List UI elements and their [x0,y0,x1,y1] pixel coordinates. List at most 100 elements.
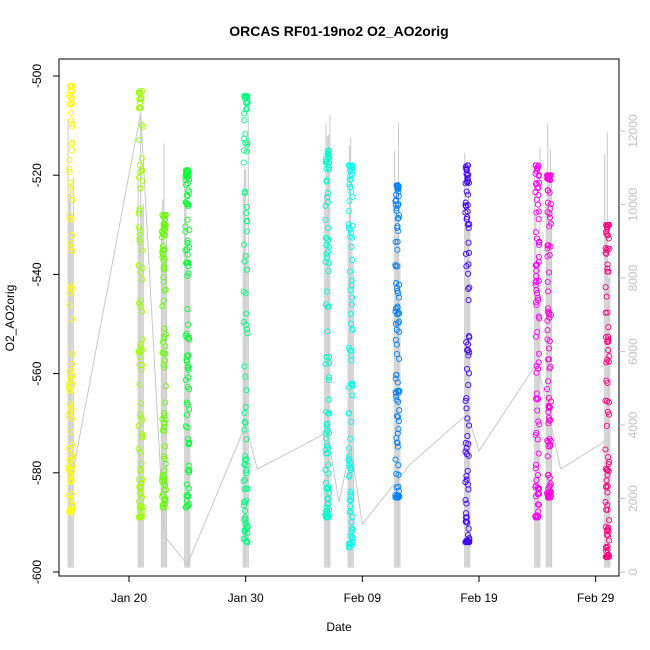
data-point [241,409,248,417]
data-point [136,381,143,388]
data-point [533,396,540,403]
data-point [185,263,192,270]
data-point [322,435,329,442]
data-point [65,381,72,388]
data-point [135,89,142,96]
data-point [324,442,331,449]
y2-tick-label: 2000 [626,485,640,512]
data-point [466,284,473,291]
data-point [183,503,190,510]
data-point [547,416,554,424]
data-point [544,242,551,249]
data-point [603,483,610,490]
data-point [323,450,330,457]
data-point [545,269,553,276]
data-point [325,461,332,468]
data-point [139,247,146,254]
data-point [349,392,356,399]
data-point [138,414,145,421]
data-point [534,328,541,336]
data-point [603,293,610,300]
data-point [604,489,611,496]
data-point [533,287,540,294]
data-point [243,106,250,113]
data-point [185,435,192,443]
data-point [137,466,144,473]
data-point [466,539,473,546]
data-point [395,398,402,405]
data-point [67,495,74,502]
data-point [544,199,551,206]
data-point [462,510,470,517]
data-point [348,519,355,526]
y-tick-label: -560 [30,361,44,385]
data-point [243,94,250,101]
data-point [323,504,330,511]
data-point [543,385,551,393]
data-point [393,494,400,501]
data-point [184,240,191,247]
data-point [66,215,73,222]
data-point [463,339,470,346]
data-point [184,180,191,187]
data-point [346,181,353,188]
data-point [67,375,74,382]
data-point [240,159,247,166]
data-point [602,499,609,506]
data-point [139,347,146,354]
data-point [161,266,168,273]
data-point [186,226,193,233]
y2-axis: 0 2000 4000 6000 8000 10000 12000 [619,114,640,575]
data-point [67,282,74,289]
data-point [160,424,167,431]
data-point [241,476,249,483]
data-point [396,355,403,362]
data-point [184,237,191,244]
data-point [535,241,543,248]
data-point [139,265,146,272]
data-point [464,415,471,422]
data-point [546,214,554,221]
data-point [324,248,331,255]
data-point [138,400,145,407]
data-point [395,320,402,327]
data-point [159,427,166,434]
data-point [463,538,470,545]
data-point [184,306,191,313]
data-point [466,422,473,429]
data-point [65,466,72,474]
data-point [323,408,330,415]
data-point [535,216,542,223]
data-point [184,364,191,371]
data-point [135,300,143,307]
data-point [138,460,145,467]
data-point [463,451,470,458]
data-point [184,187,191,194]
data-point [135,445,142,452]
data-point [396,407,403,414]
data-point [606,537,613,544]
data-point [347,226,354,233]
data-point [605,324,612,331]
data-point [347,320,355,327]
data-point [463,500,470,507]
data-point [394,413,402,420]
data-point [395,214,402,221]
data-point [184,272,191,280]
data-point [465,285,472,292]
data-point [66,444,73,452]
data-point [465,225,472,232]
data-point [160,223,167,230]
data-point [139,276,146,283]
data-point [182,199,189,206]
data-point [160,350,167,357]
data-point [137,484,144,492]
data-point [137,449,144,456]
data-point [465,249,473,256]
data-point [136,506,143,513]
data-point [66,471,74,478]
data-point [392,238,399,245]
data-point [323,165,330,172]
data-point [605,552,612,559]
